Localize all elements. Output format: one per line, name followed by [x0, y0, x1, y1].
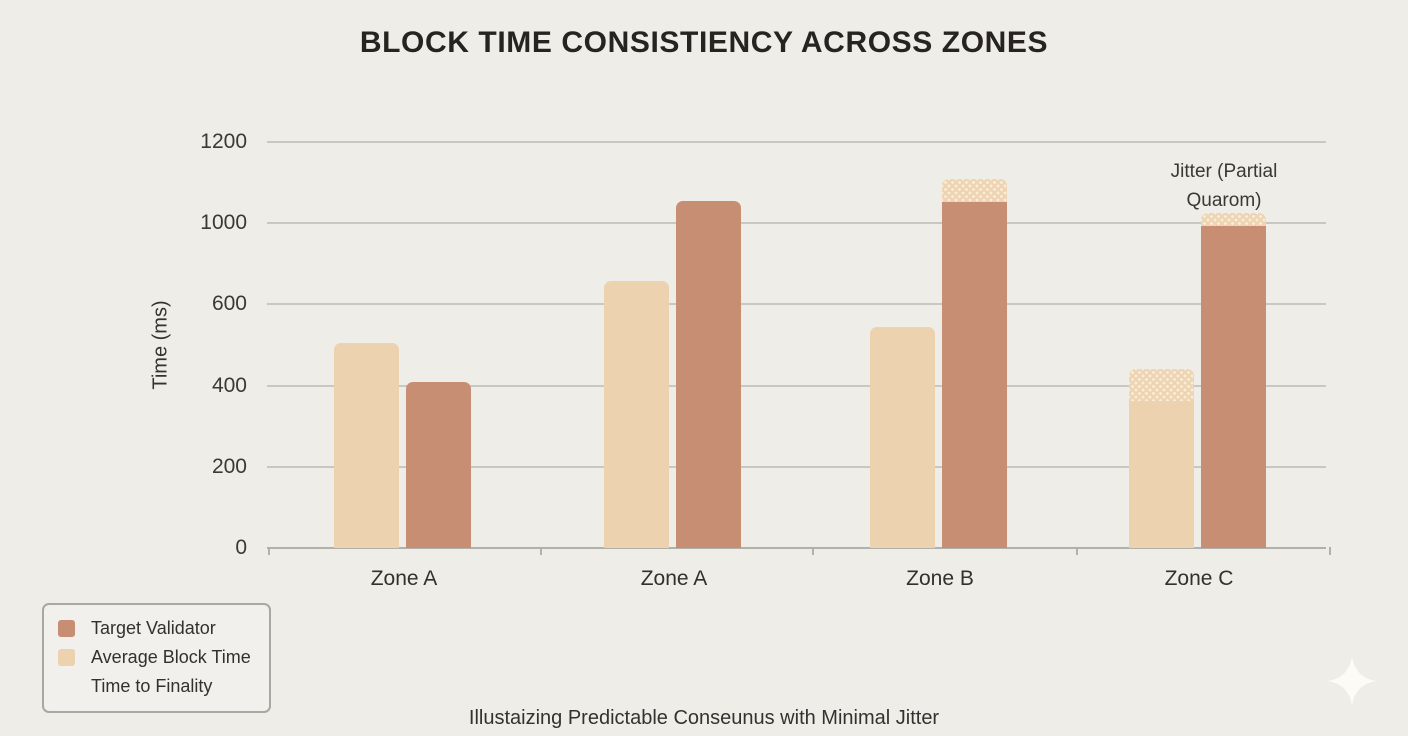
y-tick-label: 600 — [211, 292, 247, 316]
bar-target-validator-zone-b-2 — [942, 200, 1007, 548]
x-axis-tick — [1076, 547, 1078, 555]
x-axis-tick — [540, 547, 542, 555]
bar-average-block-time-zone-a-0 — [334, 342, 399, 548]
legend-label-average-block-time: Average Block Time — [91, 647, 251, 667]
x-axis-tick — [812, 547, 814, 555]
gridline-600 — [267, 303, 1326, 306]
bar-target-validator-zone-a-0 — [406, 381, 471, 548]
bar-target-validator-zone-a-1 — [676, 200, 741, 548]
bar-average-block-time-zone-b-2 — [870, 326, 935, 548]
legend: Target Validator Average Block Time Time… — [42, 603, 271, 713]
legend-item-time-to-finality: Time to Finality — [58, 672, 255, 701]
x-category-label-zone-b-2: Zone B — [906, 567, 974, 590]
jitter-annotation-line1: Jitter (Partial — [1170, 161, 1278, 182]
chart-title: BLOCK TIME CONSISTIENCY ACROSS ZONES — [359, 26, 1049, 59]
x-category-label-zone-a-0: Zone A — [370, 567, 438, 590]
legend-label-time-to-finality: Time to Finality — [91, 676, 213, 696]
y-tick-label: 0 — [235, 536, 247, 559]
y-tick-label: 1200 — [200, 130, 247, 153]
gridline-1000 — [267, 222, 1326, 225]
legend-item-target-validator: Target Validator — [58, 614, 255, 643]
y-tick-label: 200 — [211, 454, 247, 478]
sparkle-icon — [1328, 657, 1376, 705]
gridline-1200 — [267, 141, 1326, 143]
legend-item-average-block-time: Average Block Time — [58, 643, 255, 672]
jitter-cap-target-validator-zone-c-3 — [1201, 213, 1266, 227]
bar-target-validator-zone-c-3 — [1201, 225, 1266, 548]
x-category-label-zone-a-1: Zone A — [640, 567, 708, 590]
x-category-label-zone-c-3: Zone C — [1164, 567, 1234, 590]
gridline-200 — [267, 465, 1326, 468]
y-tick-label: 400 — [211, 373, 247, 397]
jitter-cap-target-validator-zone-b-2 — [942, 178, 1007, 202]
bar-average-block-time-zone-c-3 — [1129, 399, 1194, 548]
legend-swatch-average-block-time — [58, 649, 75, 666]
bar-average-block-time-zone-a-1 — [604, 281, 669, 548]
y-tick-label: 1000 — [200, 211, 247, 235]
legend-label-target-validator: Target Validator — [91, 618, 216, 638]
gridline-400 — [267, 384, 1326, 387]
chart-caption: Illustaizing Predictable Conseunus with … — [468, 707, 940, 729]
jitter-annotation: Jitter (Partial Quarom) — [1124, 157, 1324, 216]
jitter-annotation-line2: Quarom) — [1186, 190, 1262, 212]
legend-swatch-target-validator — [58, 620, 75, 637]
gridline-0 — [267, 547, 1326, 549]
x-axis-tick — [1329, 547, 1331, 555]
jitter-cap-average-block-time-zone-c-3 — [1129, 369, 1194, 401]
x-axis-tick — [268, 547, 270, 555]
